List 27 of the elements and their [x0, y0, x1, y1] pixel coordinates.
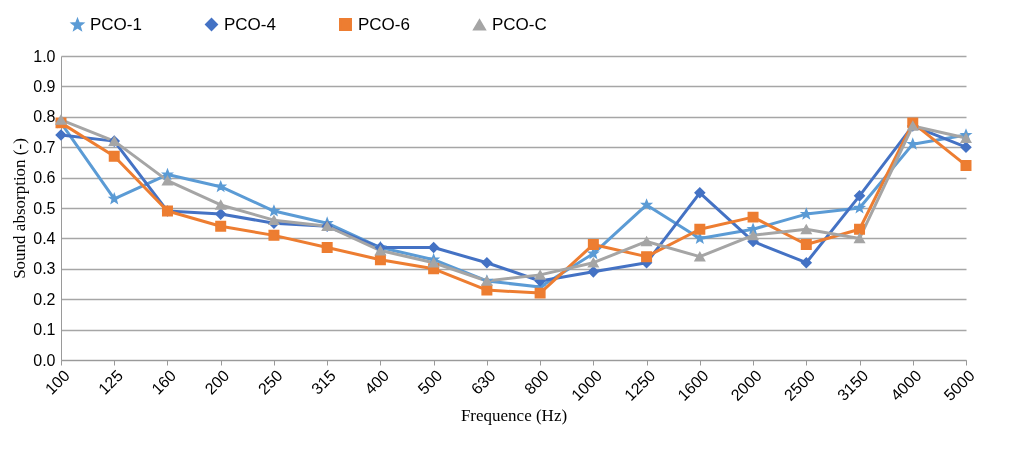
y-tick-label: 0.4 — [33, 229, 56, 247]
x-tick-label: 400 — [361, 366, 393, 398]
y-tick-label: 0.8 — [33, 108, 56, 126]
x-tick-label: 500 — [414, 366, 446, 398]
x-tick-label: 250 — [254, 366, 286, 398]
y-tick-label: 1.0 — [33, 47, 56, 65]
x-tick-label: 200 — [201, 366, 233, 398]
x-tick-label: 100 — [41, 366, 73, 398]
legend-label: PCO-1 — [90, 15, 142, 35]
legend-label: PCO-6 — [358, 14, 410, 34]
y-tick-label: 0.3 — [33, 260, 56, 278]
legend-label: PCO-C — [492, 14, 547, 34]
y-tick-label: 0.5 — [33, 199, 56, 217]
y-tick-label: 0.6 — [33, 169, 56, 187]
x-axis-title: Frequence (Hz) — [460, 405, 568, 425]
y-tick-label: 0.2 — [33, 290, 56, 308]
y-tick-label: 0.1 — [33, 321, 56, 339]
y-tick-label: 0.9 — [33, 77, 56, 95]
x-tick-label: 630 — [467, 366, 499, 398]
x-tick-label: 160 — [148, 366, 180, 398]
y-tick-label: 0.0 — [33, 351, 56, 369]
legend-label: PCO-4 — [224, 14, 276, 34]
x-tick-label: 800 — [521, 366, 552, 398]
y-tick-label: 0.7 — [33, 138, 56, 156]
y-axis-title: Sound absorption (-) — [10, 138, 30, 279]
x-tick-label: 125 — [95, 366, 127, 398]
x-tick-label: 315 — [308, 366, 340, 398]
